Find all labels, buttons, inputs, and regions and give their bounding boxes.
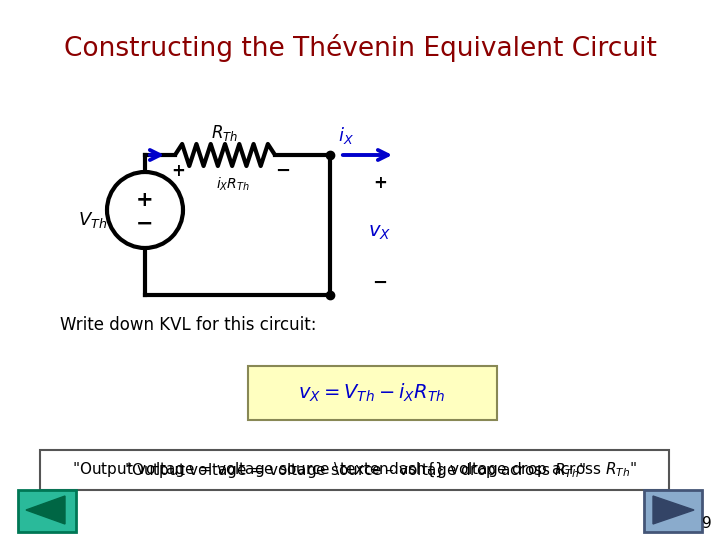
Text: $i_X$: $i_X$ [338, 125, 354, 145]
Text: $i_X R_{Th}$: $i_X R_{Th}$ [216, 176, 250, 193]
Text: Write down KVL for this circuit:: Write down KVL for this circuit: [60, 316, 317, 334]
Text: +: + [136, 190, 154, 210]
FancyBboxPatch shape [18, 490, 76, 532]
Text: Constructing the Thévenin Equivalent Circuit: Constructing the Thévenin Equivalent Cir… [63, 34, 657, 62]
Text: $v_X = V_{Th} - i_X R_{Th}$: $v_X = V_{Th} - i_X R_{Th}$ [299, 382, 446, 404]
Text: $v_X$: $v_X$ [369, 224, 392, 242]
Text: $R_{Th}$: $R_{Th}$ [212, 123, 238, 143]
Polygon shape [26, 496, 65, 524]
Text: +: + [373, 174, 387, 192]
Text: "Output voltage = voltage source \textendash{} voltage drop across $R_{Th}$": "Output voltage = voltage source \texten… [73, 461, 637, 479]
Text: "Output voltage = voltage source – voltage drop across $R_{Th}$": "Output voltage = voltage source – volta… [124, 461, 586, 480]
Text: +: + [171, 162, 185, 180]
FancyBboxPatch shape [248, 366, 497, 420]
Text: −: − [276, 162, 291, 180]
FancyBboxPatch shape [644, 490, 702, 532]
Text: −: − [136, 214, 154, 234]
Text: 9: 9 [702, 516, 712, 531]
Text: $V_{Th}$: $V_{Th}$ [78, 210, 107, 230]
FancyBboxPatch shape [40, 450, 669, 490]
Circle shape [107, 172, 183, 248]
Polygon shape [653, 496, 694, 524]
Text: −: − [372, 274, 387, 292]
